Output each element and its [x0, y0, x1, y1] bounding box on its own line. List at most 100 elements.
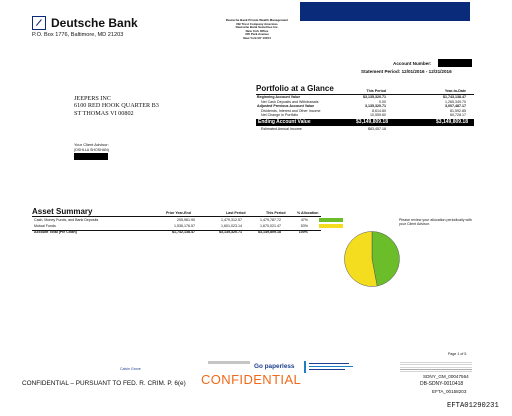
office-line: New York NY 10154 — [243, 35, 271, 40]
portfolio-row: Adjusted Previous Account Value 3,135,32… — [256, 104, 474, 109]
portfolio-row-period: $3,135,320.71 — [363, 95, 386, 99]
asset-total-row: Account Total (Pie Chart) $1,742,138.47 … — [32, 230, 348, 235]
doc-id: DB-SDNY-0010418 — [420, 381, 464, 387]
asset-row-pct: 47% — [300, 218, 308, 222]
ending-value-period: $3,149,809.18 — [356, 119, 388, 125]
portfolio-row: Net Cash Deposits and Withdrawals 0.00 1… — [256, 100, 474, 105]
ending-value-bar: Ending Account Value $3,149,809.18 $3,14… — [256, 119, 474, 126]
asset-total-pct: 100% — [298, 230, 308, 235]
client-address: JEEPERS INC 6100 RED HOOK QUARTER B3 ST … — [74, 95, 159, 117]
portfolio-row: Net Change in Portfolio 10,559.60 60,728… — [256, 113, 474, 118]
account-number-redaction — [438, 59, 472, 67]
portfolio-row-label: Net Cash Deposits and Withdrawals — [261, 99, 319, 104]
office-block: Deutsche Bank Private Wealth Management … — [222, 18, 292, 41]
portfolio-row-label: Adjusted Previous Account Value — [257, 104, 315, 109]
office-line: DB Trust Company Americas — [236, 21, 278, 26]
portfolio-col-period: This Period — [366, 89, 386, 93]
asset-row-pct: 53% — [300, 224, 308, 228]
office-line: Deutsche Bank Private Wealth Management — [225, 18, 289, 22]
asset-total-last: $3,135,320.71 — [219, 230, 242, 235]
asset-table: Cash, Money Funds, and Bank Deposits 205… — [32, 218, 348, 242]
client-address-line: ST THOMAS VI 00802 — [74, 109, 134, 117]
footer-right-block — [400, 362, 472, 372]
asset-total-label: Account Total (Pie Chart) — [34, 230, 77, 235]
portfolio-row-period: 10,559.60 — [370, 113, 386, 118]
advisor-redaction — [74, 153, 108, 160]
portfolio-divider — [256, 94, 474, 95]
allocation-pie-chart — [344, 231, 400, 287]
estimated-income-row: Estimated Annual Income $83,457.18 — [256, 127, 474, 132]
doc-id: SDNY_GM_00047564 — [423, 374, 469, 379]
asset-row-label: Mutual Funds — [34, 224, 56, 228]
portfolio-row-ytd: 1,265,349.70 — [445, 99, 466, 104]
asset-row: Mutual Funds 1,536,176.57 1,601,023.14 1… — [32, 224, 348, 229]
portfolio-row: Beginning Account Value $3,135,320.71 $1… — [256, 95, 474, 100]
estimated-income-value: $83,457.18 — [368, 127, 386, 131]
portfolio-col-ytd: Year-to-Date — [444, 89, 466, 93]
asset-total-prior: $1,742,138.47 — [172, 230, 195, 235]
confidential-stamp: CONFIDENTIAL — [201, 372, 302, 387]
bank-name: Deutsche Bank — [51, 16, 138, 30]
bank-address: P.O. Box 1776, Baltimore, MD 21203 — [32, 32, 124, 38]
footer-logo — [304, 361, 354, 373]
bank-logo — [32, 16, 46, 30]
client-address-line: 6100 RED HOOK QUARTER B3 — [74, 102, 159, 110]
estimated-income-label: Estimated Annual Income — [261, 127, 302, 131]
footer-left-small: Calvin Grove — [120, 367, 141, 371]
asset-row-last: 1,601,023.14 — [221, 224, 242, 228]
pie-slice-mutual-funds — [344, 231, 378, 287]
brand-banner — [300, 2, 470, 21]
asset-row: Cash, Money Funds, and Bank Deposits 205… — [32, 218, 348, 223]
office-line: New York Office — [245, 28, 269, 33]
asset-col-prior: Prior Year-End — [166, 211, 191, 215]
portfolio-row-period: 3,135,320.71 — [365, 104, 386, 109]
asset-divider — [32, 216, 321, 217]
portfolio-row-period: 8,614.80 — [372, 108, 386, 113]
footer-logo-line — [309, 363, 349, 365]
asset-total-this: $3,149,809.18 — [258, 230, 281, 235]
portfolio-row-label: Net Change in Portfolio — [261, 113, 299, 118]
portfolio-row-ytd: 81,592.85 — [450, 108, 466, 113]
account-number-label: Account Number: — [393, 61, 432, 66]
logo-slash-icon — [35, 19, 43, 27]
portfolio-title: Portfolio at a Glance — [256, 84, 334, 93]
page-number: Page 1 of 5 — [448, 352, 467, 356]
confidential-notice: CONFIDENTIAL – PURSUANT TO FED. R. CRIM.… — [22, 380, 186, 387]
footer-logo-line — [309, 366, 353, 368]
ending-value-label: Ending Account Value — [258, 119, 311, 125]
portfolio-row-ytd: 60,728.17 — [450, 113, 466, 118]
asset-row-label: Cash, Money Funds, and Bank Deposits — [34, 218, 99, 222]
pie-slice-cash — [371, 231, 400, 287]
asset-col-last: Last Period — [226, 211, 246, 215]
asset-row-this: 1,479,787.72 — [260, 218, 281, 222]
office-line: Deutsche Bank Securities Inc. — [235, 25, 279, 30]
asset-row-this: 1,670,021.47 — [260, 224, 281, 228]
office-line: 345 Park Avenue — [245, 32, 269, 37]
advisor-label: Your Client Advisor: — [74, 142, 109, 147]
portfolio-row: Dividends, Interest and Other Income 8,6… — [256, 109, 474, 114]
asset-row-prior: 205,961.90 — [177, 218, 195, 222]
portfolio-row-label: Dividends, Interest and Other Income — [261, 108, 321, 113]
asset-summary-title: Asset Summary — [32, 207, 93, 216]
allocation-note: Please review your allocation periodical… — [399, 218, 472, 227]
asset-col-alloc: % Allocation — [297, 211, 319, 215]
asset-swatch — [319, 224, 343, 229]
portfolio-row-ytd: $1,743,138.47 — [443, 95, 466, 99]
asset-total-divider — [32, 229, 321, 231]
footer-logo-line — [309, 369, 345, 371]
asset-row-prior: 1,536,176.57 — [174, 224, 195, 228]
doc-id: EFTA_00158203 — [432, 389, 467, 394]
portfolio-row-ytd: 3,007,487.17 — [445, 104, 466, 109]
advisor-name: (DSHLLA SHOSHAN) — [74, 148, 109, 152]
go-paperless: Go paperless — [254, 363, 295, 370]
ending-value-ytd: $3,149,809.18 — [436, 119, 468, 125]
client-name: JEEPERS INC — [74, 95, 111, 102]
portfolio-row-label: Beginning Account Value — [257, 95, 301, 99]
asset-row-last: 1,479,312.57 — [221, 218, 242, 222]
footer-mark — [208, 361, 250, 364]
portfolio-row-period: 0.00 — [379, 99, 386, 104]
asset-col-this: This Period — [266, 211, 286, 215]
statement-period: Statement Period: 12/01/2016 - 12/31/201… — [361, 69, 452, 74]
portfolio-panel: Portfolio at a Glance This Period Year-t… — [256, 84, 474, 166]
asset-swatch — [319, 218, 343, 223]
